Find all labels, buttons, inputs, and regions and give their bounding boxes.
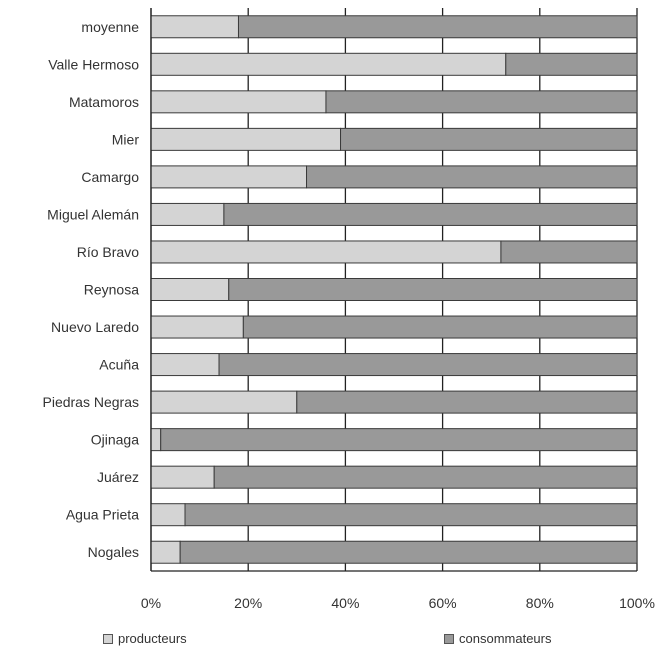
category-label-12: Juárez bbox=[97, 469, 139, 485]
category-label-14: Nogales bbox=[88, 544, 139, 560]
bar-consommateurs-12 bbox=[213, 465, 638, 489]
legend-swatch-consommateurs bbox=[444, 633, 454, 644]
bar-consommateurs-13 bbox=[184, 503, 638, 527]
bar-consommateurs-11 bbox=[160, 428, 638, 452]
x-tick-label-2: 40% bbox=[331, 595, 359, 611]
legend-label-producteurs: producteurs bbox=[118, 631, 187, 646]
x-tick-label-3: 60% bbox=[429, 595, 457, 611]
bar-producteurs-0 bbox=[150, 15, 239, 39]
bar-consommateurs-10 bbox=[296, 390, 638, 414]
category-label-3: Mier bbox=[112, 131, 140, 147]
bar-consommateurs-1 bbox=[505, 52, 638, 76]
category-label-0: moyenne bbox=[81, 19, 139, 35]
bar-producteurs-6 bbox=[150, 240, 502, 264]
bar-consommateurs-0 bbox=[237, 15, 638, 39]
legend-item-consommateurs: consommateurs bbox=[444, 631, 551, 646]
bar-consommateurs-7 bbox=[228, 278, 638, 301]
bar-consommateurs-6 bbox=[500, 240, 638, 264]
bar-producteurs-5 bbox=[150, 202, 225, 226]
bar-producteurs-2 bbox=[150, 90, 327, 114]
bar-producteurs-11 bbox=[150, 428, 162, 452]
category-label-13: Agua Prieta bbox=[66, 507, 139, 523]
category-label-5: Miguel Alemán bbox=[47, 206, 139, 222]
bar-consommateurs-4 bbox=[306, 165, 638, 189]
category-label-10: Piedras Negras bbox=[43, 394, 140, 410]
category-label-9: Acuña bbox=[99, 357, 139, 373]
legend-item-producteurs: producteurs bbox=[103, 631, 187, 646]
category-label-4: Camargo bbox=[81, 169, 139, 185]
bar-producteurs-13 bbox=[150, 503, 186, 527]
category-label-2: Matamoros bbox=[69, 94, 139, 110]
bar-producteurs-4 bbox=[150, 165, 308, 189]
bar-consommateurs-3 bbox=[340, 127, 638, 151]
category-label-8: Nuevo Laredo bbox=[51, 319, 139, 335]
bar-producteurs-3 bbox=[150, 127, 342, 151]
bar-producteurs-7 bbox=[150, 278, 230, 301]
legend-label-consommateurs: consommateurs bbox=[459, 631, 552, 646]
category-label-7: Reynosa bbox=[84, 282, 139, 298]
x-tick-label-5: 100% bbox=[619, 595, 655, 611]
bar-producteurs-9 bbox=[150, 353, 220, 377]
x-tick-label-0: 0% bbox=[141, 595, 161, 611]
bar-producteurs-1 bbox=[150, 52, 507, 76]
bar-consommateurs-5 bbox=[223, 202, 638, 226]
bar-consommateurs-8 bbox=[242, 315, 638, 339]
bar-producteurs-10 bbox=[150, 390, 298, 414]
bar-consommateurs-2 bbox=[325, 90, 638, 114]
category-label-1: Valle Hermoso bbox=[48, 56, 139, 72]
bar-producteurs-12 bbox=[150, 465, 215, 489]
bar-producteurs-8 bbox=[150, 315, 244, 339]
x-tick-label-1: 20% bbox=[234, 595, 262, 611]
category-label-6: Río Bravo bbox=[77, 244, 139, 260]
x-tick-label-4: 80% bbox=[526, 595, 554, 611]
category-label-11: Ojinaga bbox=[91, 432, 139, 448]
bar-producteurs-14 bbox=[150, 540, 181, 564]
bar-consommateurs-14 bbox=[179, 540, 638, 564]
legend-swatch-producteurs bbox=[103, 633, 113, 644]
bar-consommateurs-9 bbox=[218, 353, 638, 377]
